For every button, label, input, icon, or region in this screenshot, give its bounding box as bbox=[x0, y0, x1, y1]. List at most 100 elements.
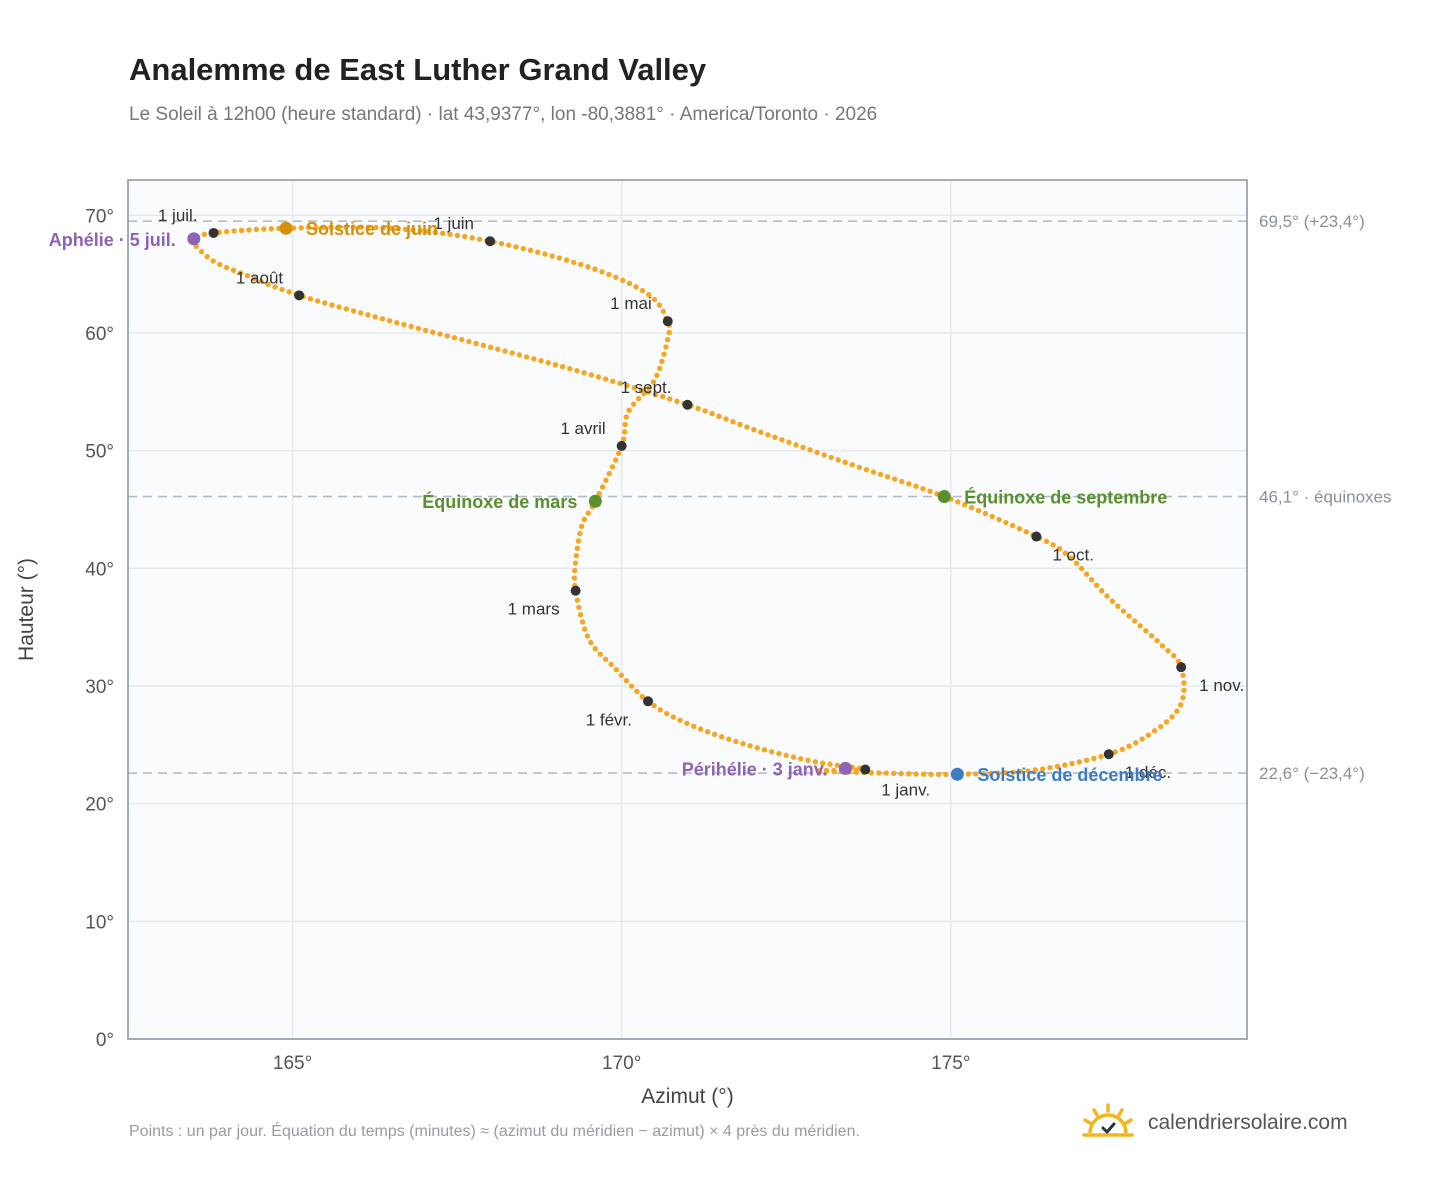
daily-sun-point bbox=[639, 693, 645, 700]
daily-sun-point bbox=[1180, 672, 1186, 679]
daily-sun-point bbox=[373, 224, 379, 231]
daily-sun-point bbox=[718, 734, 725, 740]
daily-sun-point bbox=[1039, 766, 1046, 772]
daily-sun-point bbox=[1169, 714, 1175, 720]
daily-sun-point bbox=[664, 710, 670, 717]
daily-sun-point bbox=[1131, 618, 1138, 624]
daily-sun-point bbox=[1009, 522, 1016, 529]
daily-sun-point bbox=[1115, 603, 1121, 609]
daily-sun-point bbox=[656, 365, 663, 372]
daily-sun-point bbox=[646, 291, 652, 298]
daily-sun-point bbox=[559, 364, 566, 370]
daily-sun-point bbox=[204, 253, 210, 260]
daily-sun-point bbox=[623, 414, 629, 420]
daily-sun-point bbox=[272, 284, 278, 290]
daily-sun-point bbox=[617, 380, 623, 387]
daily-sun-point bbox=[1112, 749, 1118, 755]
daily-sun-point bbox=[863, 466, 870, 473]
daily-sun-point bbox=[549, 253, 555, 259]
daily-sun-point bbox=[641, 390, 647, 397]
daily-sun-point bbox=[365, 224, 372, 231]
daily-sun-point bbox=[476, 236, 483, 242]
daily-sun-point bbox=[258, 278, 264, 285]
daily-sun-point bbox=[567, 366, 573, 372]
daily-sun-point bbox=[684, 720, 690, 727]
daily-sun-point bbox=[664, 336, 671, 343]
daily-sun-point bbox=[613, 274, 619, 280]
daily-sun-point bbox=[651, 296, 658, 303]
daily-sun-point bbox=[1109, 598, 1116, 604]
daily-sun-point bbox=[246, 227, 252, 233]
event-marker bbox=[950, 767, 964, 781]
daily-sun-point bbox=[531, 356, 537, 362]
daily-sun-point bbox=[1054, 763, 1061, 770]
daily-sun-point bbox=[1177, 702, 1184, 708]
daily-sun-point bbox=[1050, 542, 1056, 548]
daily-sun-point bbox=[733, 738, 739, 745]
daily-sun-point bbox=[201, 231, 208, 238]
daily-sun-point bbox=[650, 379, 657, 385]
daily-sun-point bbox=[877, 471, 884, 478]
daily-sun-point bbox=[737, 421, 743, 428]
daily-sun-point bbox=[307, 296, 314, 302]
daily-sun-point bbox=[1099, 587, 1105, 594]
daily-sun-point bbox=[828, 454, 834, 461]
daily-sun-point bbox=[853, 767, 859, 774]
daily-sun-point bbox=[1170, 653, 1177, 659]
daily-sun-point bbox=[599, 269, 605, 275]
daily-sun-point bbox=[329, 302, 335, 308]
daily-sun-point bbox=[624, 382, 630, 389]
x-tick-label: 170° bbox=[602, 1053, 641, 1074]
daily-sun-point bbox=[913, 483, 919, 489]
daily-sun-point bbox=[899, 478, 905, 485]
daily-sun-point bbox=[223, 228, 230, 235]
daily-sun-point bbox=[883, 770, 889, 776]
daily-sun-point bbox=[677, 717, 683, 723]
brand-logo[interactable]: calendriersolaire.com bbox=[1082, 1100, 1348, 1146]
daily-sun-point bbox=[394, 319, 400, 326]
daily-sun-point bbox=[599, 484, 606, 490]
daily-sun-point bbox=[623, 677, 630, 684]
daily-sun-point bbox=[516, 352, 523, 358]
daily-sun-point bbox=[1056, 545, 1063, 552]
event-marker bbox=[838, 761, 852, 775]
event-label: Équinoxe de mars bbox=[422, 491, 577, 512]
daily-sun-point bbox=[386, 318, 393, 324]
daily-sun-point bbox=[447, 231, 453, 238]
daily-sun-point bbox=[1181, 687, 1187, 694]
daily-sun-point bbox=[556, 255, 563, 261]
daily-sun-point bbox=[1139, 736, 1145, 742]
daily-sun-point bbox=[606, 470, 612, 477]
daily-sun-point bbox=[661, 351, 667, 357]
daily-sun-point bbox=[980, 771, 986, 777]
month-marker bbox=[860, 764, 871, 775]
daily-sun-point bbox=[709, 410, 715, 417]
daily-sun-point bbox=[578, 261, 584, 268]
daily-sun-point bbox=[1154, 638, 1160, 644]
daily-sun-point bbox=[626, 280, 633, 287]
daily-sun-point bbox=[616, 450, 622, 457]
event-marker bbox=[588, 494, 602, 508]
daily-sun-point bbox=[578, 523, 585, 530]
daily-sun-point bbox=[639, 287, 646, 294]
daily-sun-point bbox=[849, 462, 855, 468]
daily-sun-point bbox=[379, 316, 386, 322]
daily-sun-point bbox=[527, 247, 534, 254]
daily-sun-point bbox=[631, 385, 637, 391]
month-marker bbox=[1176, 662, 1187, 673]
daily-sun-point bbox=[415, 325, 422, 332]
daily-sun-point bbox=[402, 226, 409, 232]
daily-sun-point bbox=[876, 770, 882, 776]
daily-sun-point bbox=[691, 723, 697, 729]
event-marker bbox=[279, 221, 293, 235]
daily-sun-point bbox=[1151, 728, 1158, 734]
daily-sun-point bbox=[1068, 555, 1074, 561]
daily-sun-point bbox=[596, 490, 602, 497]
daily-sun-point bbox=[765, 432, 771, 438]
daily-sun-point bbox=[454, 232, 461, 239]
month-label: 1 juil. bbox=[158, 206, 198, 225]
event-label: Périhélie · 3 janv. bbox=[682, 759, 828, 779]
daily-sun-point bbox=[1043, 538, 1050, 545]
daily-sun-point bbox=[1083, 757, 1090, 764]
